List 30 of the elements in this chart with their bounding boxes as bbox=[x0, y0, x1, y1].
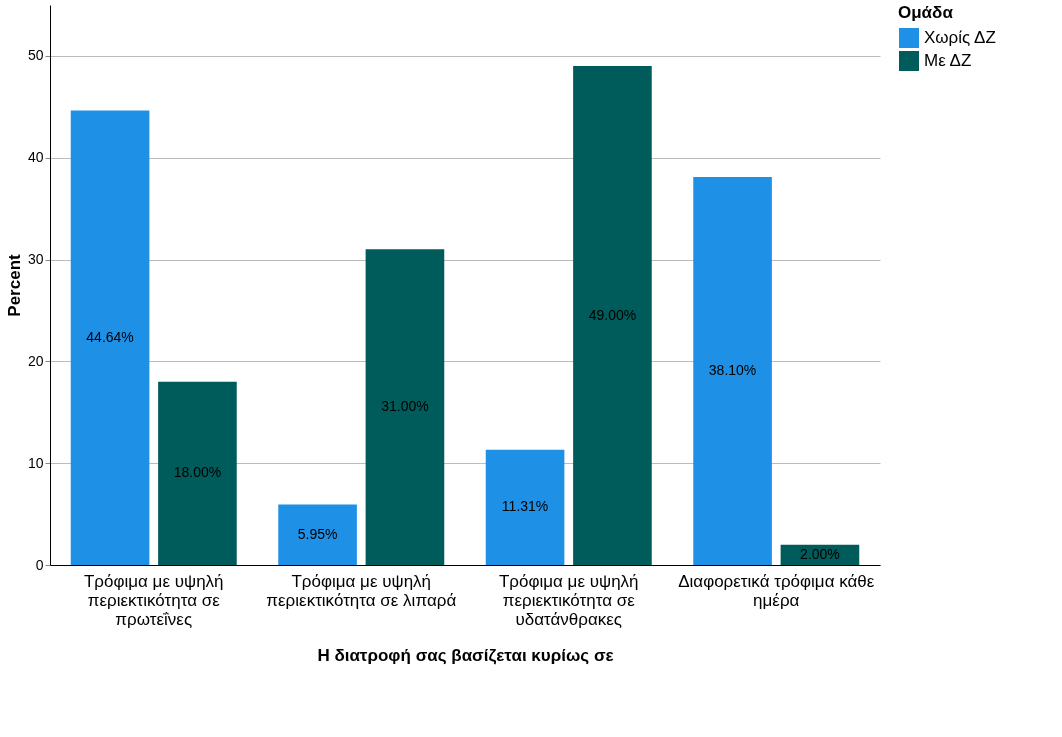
legend-label: Με ΔΖ bbox=[924, 51, 972, 70]
data-label: 49.00% bbox=[588, 306, 637, 323]
x-tick-label: Τρόφιμα με υψηλή περιεκτικότητα σε πρωτεΐνες bbox=[83, 571, 224, 629]
y-tick-label: 0 bbox=[35, 556, 44, 573]
bar bbox=[693, 177, 772, 565]
data-label: 5.95% bbox=[297, 525, 338, 542]
data-label: 2.00% bbox=[800, 545, 840, 562]
bar bbox=[158, 381, 237, 565]
bar bbox=[278, 504, 357, 565]
y-tick-label: 10 bbox=[27, 454, 44, 471]
bar bbox=[70, 110, 150, 565]
data-label: 44.64% bbox=[86, 328, 134, 345]
x-tick-label: Τρόφιμα με υψηλή περιεκτικότητα σε υδατάνθρακες bbox=[498, 571, 639, 629]
y-axis-title: Percent bbox=[4, 253, 24, 317]
legend-title: Ομάδα bbox=[898, 3, 954, 22]
x-tick-label: Τρόφιμα με υψηλή περιεκτικότητα σε λιπαρά bbox=[266, 571, 457, 610]
data-label: 18.00% bbox=[173, 464, 222, 481]
bar bbox=[365, 249, 445, 565]
y-tick-label: 30 bbox=[27, 251, 44, 268]
x-axis-title: Η διατροφή σας βασίζεται κυρίως σε bbox=[317, 645, 614, 665]
bar bbox=[485, 449, 565, 565]
data-label: 31.00% bbox=[381, 398, 429, 415]
legend-label: Χωρίς ΔΖ bbox=[924, 28, 996, 47]
y-tick-label: 20 bbox=[27, 352, 44, 369]
data-label: 38.10% bbox=[708, 362, 757, 379]
y-tick-label: 40 bbox=[27, 149, 44, 166]
data-label: 11.31% bbox=[501, 498, 549, 515]
bar bbox=[573, 66, 652, 565]
y-tick-label: 50 bbox=[27, 47, 44, 64]
x-tick-label: Διαφορετικά τρόφιμα κάθε ημέρα bbox=[678, 571, 875, 610]
